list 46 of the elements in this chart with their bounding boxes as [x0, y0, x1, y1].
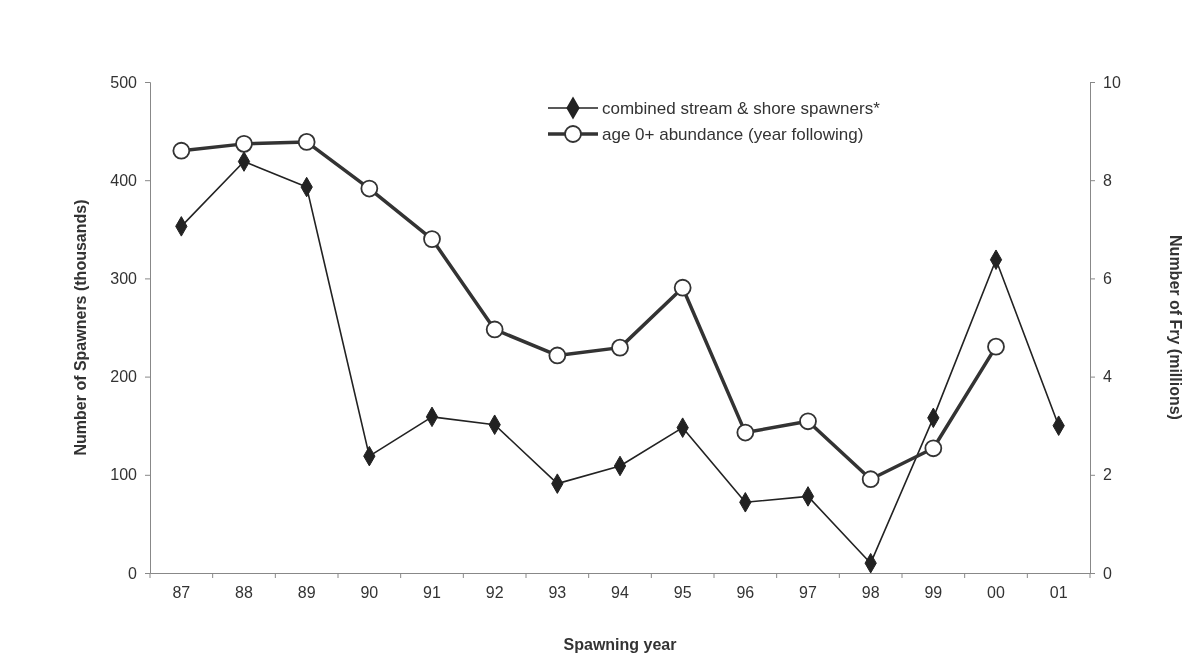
x-tick-label: 97: [799, 584, 817, 602]
y2-tick-label: 4: [1103, 368, 1112, 386]
x-axis-title: Spawning year: [563, 636, 677, 653]
point: [611, 338, 629, 357]
y-tick-label: 500: [110, 73, 138, 91]
point: [799, 412, 817, 431]
x-tick-label: 91: [423, 584, 441, 602]
y2-tick-label: 0: [1103, 564, 1112, 582]
x-tick-label: 95: [673, 584, 692, 602]
x-tick-label: 93: [548, 584, 567, 602]
point: [297, 133, 316, 151]
y2-tick-label: 2: [1103, 466, 1112, 484]
y-tick-label: 400: [110, 171, 138, 189]
x-tick-label: 89: [297, 584, 316, 602]
x-tick-label: 01: [1049, 584, 1068, 602]
y-axis-title: Number of Spawners (thousands): [72, 199, 89, 456]
x-tick-label: 96: [736, 584, 755, 602]
point: [235, 135, 253, 153]
x-tick-label: 99: [924, 584, 943, 602]
y2-axis-title: Number of Fry (millions): [1167, 235, 1184, 420]
y-tick-label: 200: [110, 368, 138, 386]
y2-tick-label: 10: [1103, 73, 1121, 91]
legend-label: age 0+ abundance (year following): [602, 125, 864, 144]
x-tick-label: 87: [172, 584, 191, 602]
x-tick-label: 94: [611, 584, 629, 602]
point: [423, 230, 441, 248]
y-tick-label: 300: [110, 270, 138, 288]
point: [987, 337, 1005, 356]
y2-tick-label: 8: [1103, 171, 1112, 189]
x-tick-label: 90: [360, 584, 379, 602]
y-tick-label: 100: [110, 466, 138, 484]
y2-tick-label: 6: [1103, 270, 1112, 288]
x-tick-label: 00: [987, 584, 1005, 602]
point: [485, 320, 504, 339]
point: [673, 278, 692, 297]
point: [360, 179, 379, 198]
x-tick-label: 98: [861, 584, 880, 602]
point: [736, 423, 755, 442]
point: [172, 141, 191, 160]
y-tick-label: 0: [128, 564, 138, 582]
point: [924, 439, 943, 458]
legend-label: combined stream & shore spawners*: [602, 99, 881, 118]
x-tick-label: 88: [235, 584, 253, 602]
point: [861, 470, 880, 489]
x-tick-label: 92: [485, 584, 504, 602]
point: [548, 346, 567, 365]
